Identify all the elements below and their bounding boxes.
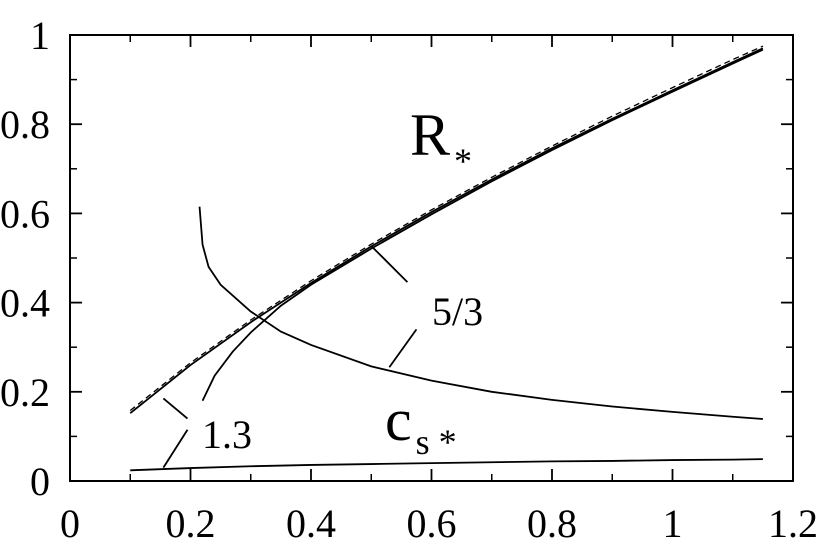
series-line-3 <box>201 48 764 402</box>
annotation-leader-1 <box>370 245 409 283</box>
x-tick-label: 1.2 <box>768 501 818 546</box>
series-line-4 <box>198 206 763 420</box>
x-tick-label: 0.2 <box>166 501 216 546</box>
leader-layer <box>162 245 418 469</box>
series-label-cs-main: c <box>385 387 412 453</box>
series-label-r-star: R * <box>410 102 472 181</box>
y-tick-label: 1 <box>30 13 50 58</box>
series-line-1 <box>129 45 764 412</box>
y-tick-label: 0.6 <box>0 191 50 236</box>
y-tick-label: 0 <box>30 459 50 504</box>
annotation-leader-4 <box>162 429 189 469</box>
y-tick-label: 0.4 <box>0 281 50 326</box>
x-tick-label: 1 <box>663 501 683 546</box>
annotation-5-3: 5/3 <box>432 289 483 334</box>
y-tick-label: 0.2 <box>0 370 50 415</box>
x-tick-label: 0 <box>60 501 80 546</box>
series-label-r-sub: * <box>454 141 472 181</box>
series-label-cs-sub: s * <box>416 422 457 462</box>
frame-layer <box>69 34 794 482</box>
annotation-leader-3 <box>162 397 189 420</box>
annotation-1-3: 1.3 <box>202 412 252 457</box>
x-tick-label: 0.4 <box>286 501 336 546</box>
series-layer <box>129 45 764 472</box>
series-line-2 <box>129 47 764 414</box>
ticklabel-layer: 0 0.2 0.4 0.6 0.8 1 1.2 0 0.2 0.4 0.6 0.8 1 <box>0 13 818 546</box>
x-tick-label: 0.6 <box>407 501 457 546</box>
annotation-leader-2 <box>388 328 418 368</box>
series-label-r-main: R <box>410 102 450 168</box>
y-tick-label: 0.8 <box>0 102 50 147</box>
x-tick-label: 0.8 <box>527 501 577 546</box>
series-line-5 <box>130 458 763 472</box>
